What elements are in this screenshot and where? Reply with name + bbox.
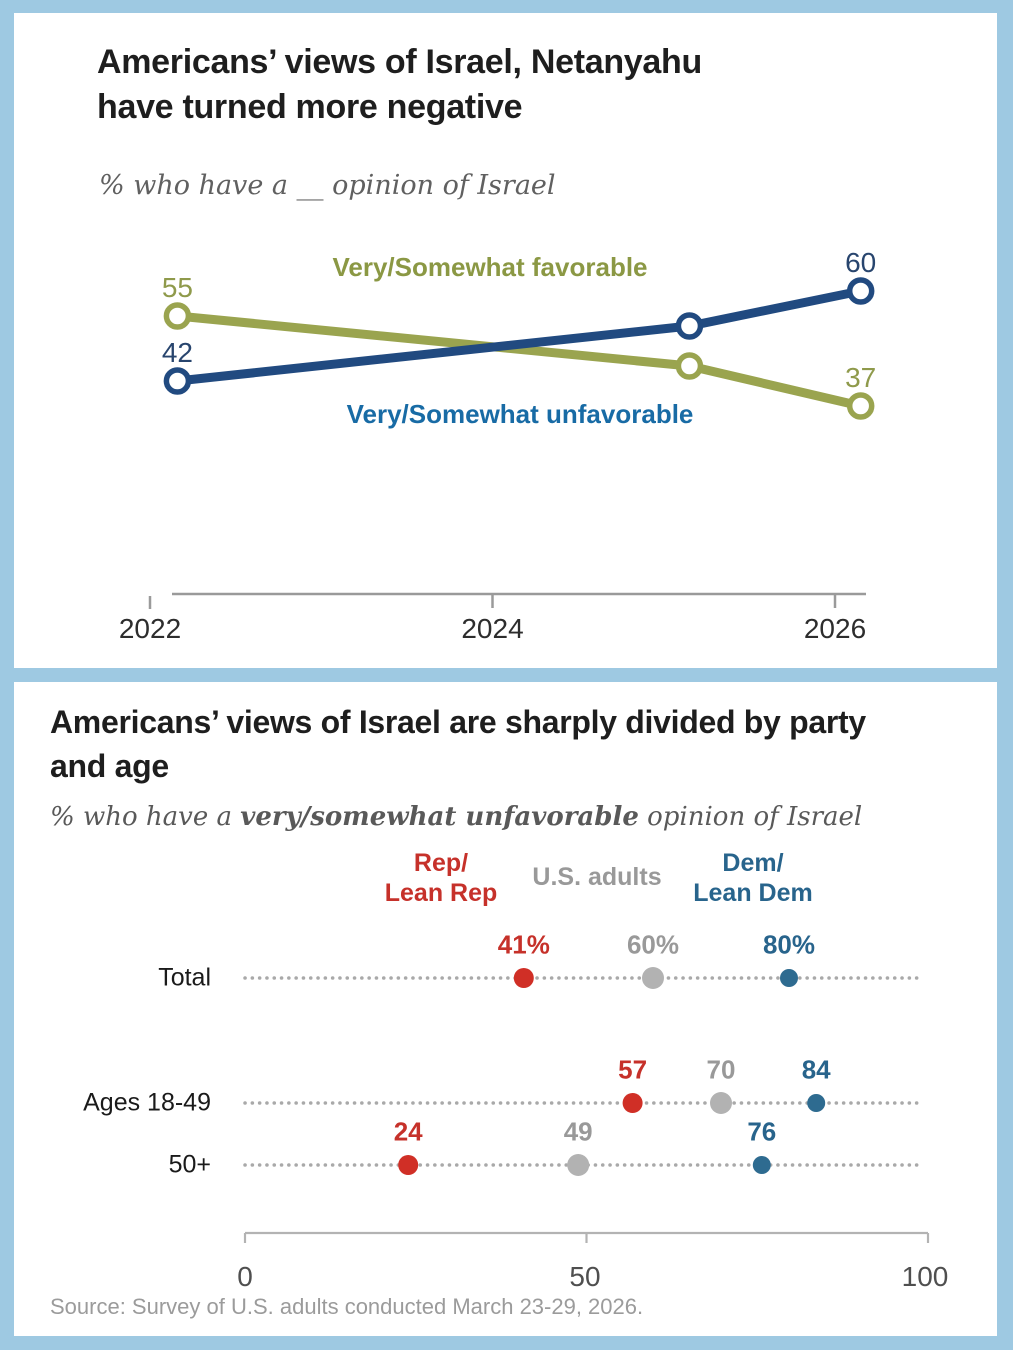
column-header-dem-line1: Dem/ [722, 849, 784, 877]
dot-value-label: 60% [626, 929, 680, 960]
column-header-us-adults: U.S. adults [487, 862, 707, 892]
x-axis-tick-label: 2024 [461, 613, 524, 644]
dot-value-label: 24 [393, 1116, 423, 1147]
dot-value-label: 84 [801, 1054, 831, 1085]
point-value-label: 55 [161, 272, 193, 303]
dot-value-label: 57 [618, 1054, 648, 1085]
row-label: 50+ [168, 1150, 211, 1179]
trend-chart-title-line2: have turned more negative [97, 88, 523, 126]
column-header-rep: Rep/ Lean Rep [331, 848, 551, 908]
x-axis-tick-label: 50 [569, 1261, 601, 1292]
dot-plot-title-line2: and age [50, 748, 169, 784]
row-label: Total [158, 963, 211, 992]
point-value-label: 60 [845, 247, 877, 278]
subtitle-emphasis: very/somewhat unfavorable [240, 802, 639, 832]
dot-value-label: 70 [706, 1054, 736, 1085]
unfavorable-series-label: Very/Somewhat unfavorable [346, 399, 694, 429]
x-axis-tick-label: 0 [237, 1261, 253, 1292]
dot-value-label: 41% [497, 929, 550, 960]
trend-chart-title-line1: Americans’ views of Israel, Netanyahu [97, 43, 702, 81]
point-value-label: 42 [161, 337, 193, 368]
dot-plot-title-line1: Americans’ views of Israel are sharply d… [50, 704, 866, 740]
column-header-rep-line2: Lean Rep [384, 879, 498, 907]
dot-plot-card [14, 682, 997, 1336]
trend-chart-subtitle: % who have a __ opinion of Israel [99, 170, 556, 201]
favorable-series-label: Very/Somewhat favorable [332, 252, 648, 282]
column-header-dem-line2: Lean Dem [693, 879, 813, 907]
subtitle-suffix: opinion of Israel [638, 802, 863, 832]
x-axis-tick-label: 2026 [803, 613, 867, 644]
dot-plot-title: Americans’ views of Israel are sharply d… [50, 700, 866, 788]
row-label: Ages 18-49 [83, 1088, 211, 1117]
point-value-label: 37 [845, 362, 877, 393]
column-header-rep-line1: Rep/ [413, 849, 469, 877]
dot-value-label: 80% [762, 929, 816, 960]
column-header-dem: Dem/ Lean Dem [643, 848, 863, 908]
x-axis-tick-label: 100 [901, 1261, 949, 1292]
dot-value-label: 49 [563, 1116, 593, 1147]
column-header-us-line1: U.S. adults [532, 863, 662, 891]
trend-chart-title: Americans’ views of Israel, Netanyahu ha… [97, 40, 702, 130]
dot-value-label: 76 [747, 1116, 777, 1147]
source-note: Source: Survey of U.S. adults conducted … [50, 1294, 644, 1319]
dot-plot-subtitle: % who have a very/somewhat unfavorable o… [50, 802, 862, 832]
subtitle-prefix: % who have a [50, 802, 241, 832]
x-axis-tick-label: 2022 [118, 613, 182, 644]
